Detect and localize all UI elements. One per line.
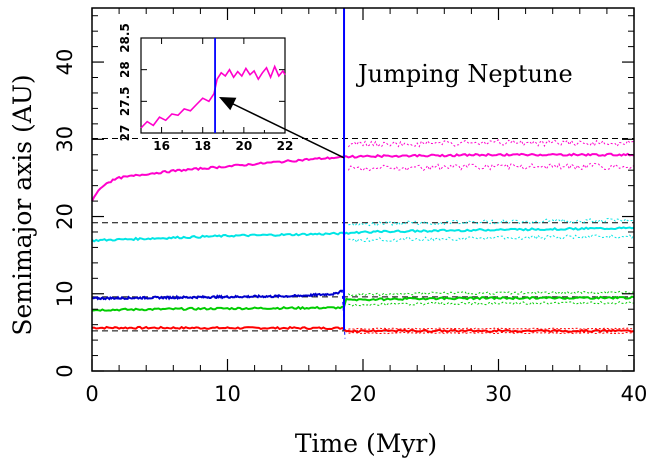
inset-arrow-head xyxy=(219,97,237,111)
y-tick-label: 10 xyxy=(53,280,77,307)
jump-tail xyxy=(341,289,346,339)
series-magenta-upper-envelope xyxy=(347,139,635,148)
series-green-upper-envelope xyxy=(348,290,634,297)
inset-y-tick-label: 27.5 xyxy=(118,87,132,117)
inset-x-tick-label: 16 xyxy=(153,139,170,153)
x-tick-label: 40 xyxy=(621,382,648,406)
inset-y-tick-label: 28 xyxy=(118,61,132,78)
series-cyan-lower-envelope xyxy=(348,233,635,244)
series-red-lower-envelope xyxy=(348,331,635,335)
series-red-upper-envelope xyxy=(348,327,635,330)
y-tick-label: 40 xyxy=(53,49,77,76)
inset-y-tick-label: 28.5 xyxy=(118,23,132,53)
x-tick-label: 10 xyxy=(214,382,241,406)
x-axis-title: Time (Myr) xyxy=(295,429,437,458)
inset-y-tick-label: 27 xyxy=(118,125,132,142)
inset-x-tick-label: 22 xyxy=(277,139,294,153)
y-tick-label: 20 xyxy=(53,203,77,230)
y-tick-label: 30 xyxy=(53,126,77,153)
inset-arrow-shaft xyxy=(228,101,345,159)
x-tick-label: 30 xyxy=(485,382,512,406)
series-red-line xyxy=(91,325,635,334)
series-magenta-line xyxy=(91,152,635,202)
x-tick-label: 0 xyxy=(85,382,98,406)
inset-x-tick-label: 18 xyxy=(194,139,211,153)
series-green-line xyxy=(91,295,635,312)
series-blue-line xyxy=(91,289,344,301)
series-magenta-lower-envelope xyxy=(347,162,635,172)
inset-x-tick-label: 20 xyxy=(236,139,253,153)
y-tick-label: 0 xyxy=(53,364,77,377)
series-cyan-upper-envelope xyxy=(348,217,635,227)
series-green-lower-envelope xyxy=(348,300,635,307)
y-axis-title: Semimajor axis (AU) xyxy=(8,74,37,335)
jumping-neptune-annotation: Jumping Neptune xyxy=(355,60,573,88)
main-axes: 0 10 20 30 40 0 10 20 30 40 xyxy=(53,7,648,406)
plot-area xyxy=(91,8,635,339)
series-cyan-line xyxy=(91,226,635,243)
inset-chart: 16 18 20 22 27 27.5 28 28.5 xyxy=(118,23,345,159)
x-tick-label: 20 xyxy=(350,382,377,406)
inset-magenta-line xyxy=(140,64,286,129)
